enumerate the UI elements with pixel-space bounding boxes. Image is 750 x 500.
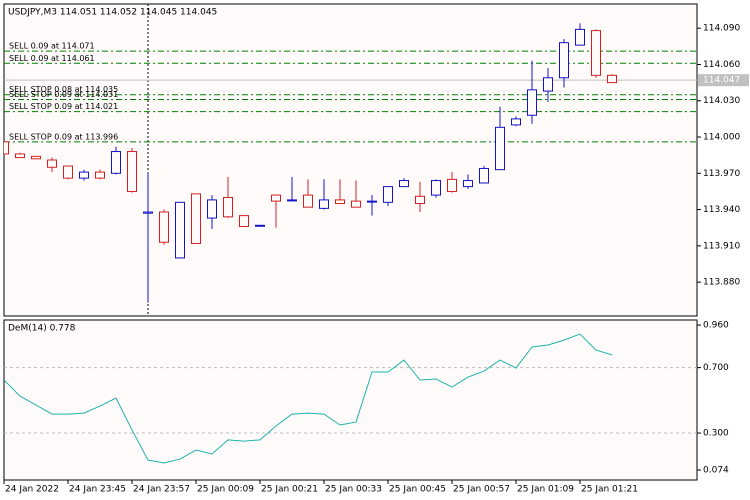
candle-body	[431, 180, 441, 196]
order-label: SELL STOP 0.09 at 114.031	[9, 90, 118, 99]
candle-body	[159, 211, 169, 243]
order-label: SELL 0.09 at 114.071	[9, 42, 95, 51]
x-tick-label: 25 Jan 00:57	[453, 485, 510, 495]
order-label: SELL STOP 0.08 at 114.035	[9, 85, 118, 94]
x-tick-label: 24 Jan 23:45	[69, 485, 126, 495]
candle-body	[191, 193, 201, 244]
candle-body	[127, 151, 137, 192]
candle-body	[303, 194, 313, 208]
y-tick-label: 0.960	[703, 321, 729, 331]
x-tick-label: 25 Jan 00:45	[389, 485, 446, 495]
indicator-panel	[3, 319, 698, 481]
candle-body	[511, 118, 521, 126]
y-tick-label: 114.000	[703, 133, 740, 143]
candle-body	[207, 199, 217, 219]
y-tick-label: 0.700	[703, 363, 729, 373]
candle-body	[287, 199, 297, 202]
y-tick-label: 113.880	[703, 278, 740, 288]
candle-body	[4, 141, 9, 155]
candle-body	[175, 201, 185, 259]
candle-body	[399, 180, 409, 188]
candle-body	[31, 155, 41, 160]
candle-body	[335, 199, 345, 205]
order-label: SELL STOP 0.09 at 114.021	[9, 102, 118, 111]
candle-body	[527, 89, 537, 116]
candle-body	[111, 151, 121, 174]
candle-body	[607, 74, 617, 84]
x-tick-label: 25 Jan 00:21	[261, 485, 318, 495]
y-tick-label: 113.910	[703, 241, 740, 251]
candle-body	[415, 195, 425, 205]
x-tick-label: 25 Jan 01:09	[517, 485, 574, 495]
bid-label: 114.047	[703, 76, 740, 86]
candle-body	[95, 171, 105, 179]
x-tick-label: 25 Jan 01:21	[581, 485, 638, 495]
candle-body	[63, 165, 73, 179]
candle-body	[463, 180, 473, 188]
x-tick-label: 25 Jan 00:09	[197, 485, 254, 495]
candle-body	[559, 42, 569, 79]
indicator-title: DeM(14) 0.778	[8, 324, 76, 334]
bid-label-box	[698, 74, 749, 87]
x-tick-label: 24 Jan 2022	[5, 485, 59, 495]
y-tick-label: 114.060	[703, 60, 740, 70]
order-label: SELL 0.09 at 114.061	[9, 54, 95, 63]
candle-body	[255, 224, 265, 227]
y-tick-label: 114.030	[703, 96, 740, 106]
y-tick-label: 0.074	[703, 466, 729, 476]
y-tick-label: 0.300	[703, 429, 729, 439]
order-label: SELL STOP 0.09 at 113.996	[9, 132, 118, 141]
y-tick-label: 114.090	[703, 24, 740, 34]
chart-title: USDJPY,M3 114.051 114.052 114.045 114.04…	[8, 8, 217, 18]
candle-body	[79, 171, 89, 179]
candle-body	[479, 167, 489, 184]
candle-body	[143, 211, 153, 214]
x-tick-label: 25 Jan 00:33	[325, 485, 382, 495]
indicator-line	[4, 333, 613, 464]
candle-body	[223, 196, 233, 218]
axes: 114.090 114.060 114.030 114.000 113.970 113.9…	[3, 24, 749, 495]
candle-body	[591, 30, 601, 76]
indicator-plot	[4, 333, 697, 464]
y-tick-label: 113.940	[703, 205, 740, 215]
candle-body	[367, 200, 377, 203]
candle-body	[271, 194, 281, 202]
y-tick-label: 113.970	[703, 169, 740, 179]
candle-body	[383, 186, 393, 203]
candle-body	[15, 153, 25, 159]
candle-body	[575, 28, 585, 46]
candle-body	[351, 200, 361, 208]
candle-body	[319, 199, 329, 209]
candle-body	[47, 159, 57, 168]
candle-body	[543, 77, 553, 92]
x-tick-label: 24 Jan 23:57	[133, 485, 190, 495]
candle-body	[495, 126, 505, 171]
main-plot: SELL 0.09 at 114.071 SELL 0.09 at 114.061…	[4, 4, 697, 316]
candle-body	[239, 215, 249, 228]
candle-body	[447, 178, 457, 192]
